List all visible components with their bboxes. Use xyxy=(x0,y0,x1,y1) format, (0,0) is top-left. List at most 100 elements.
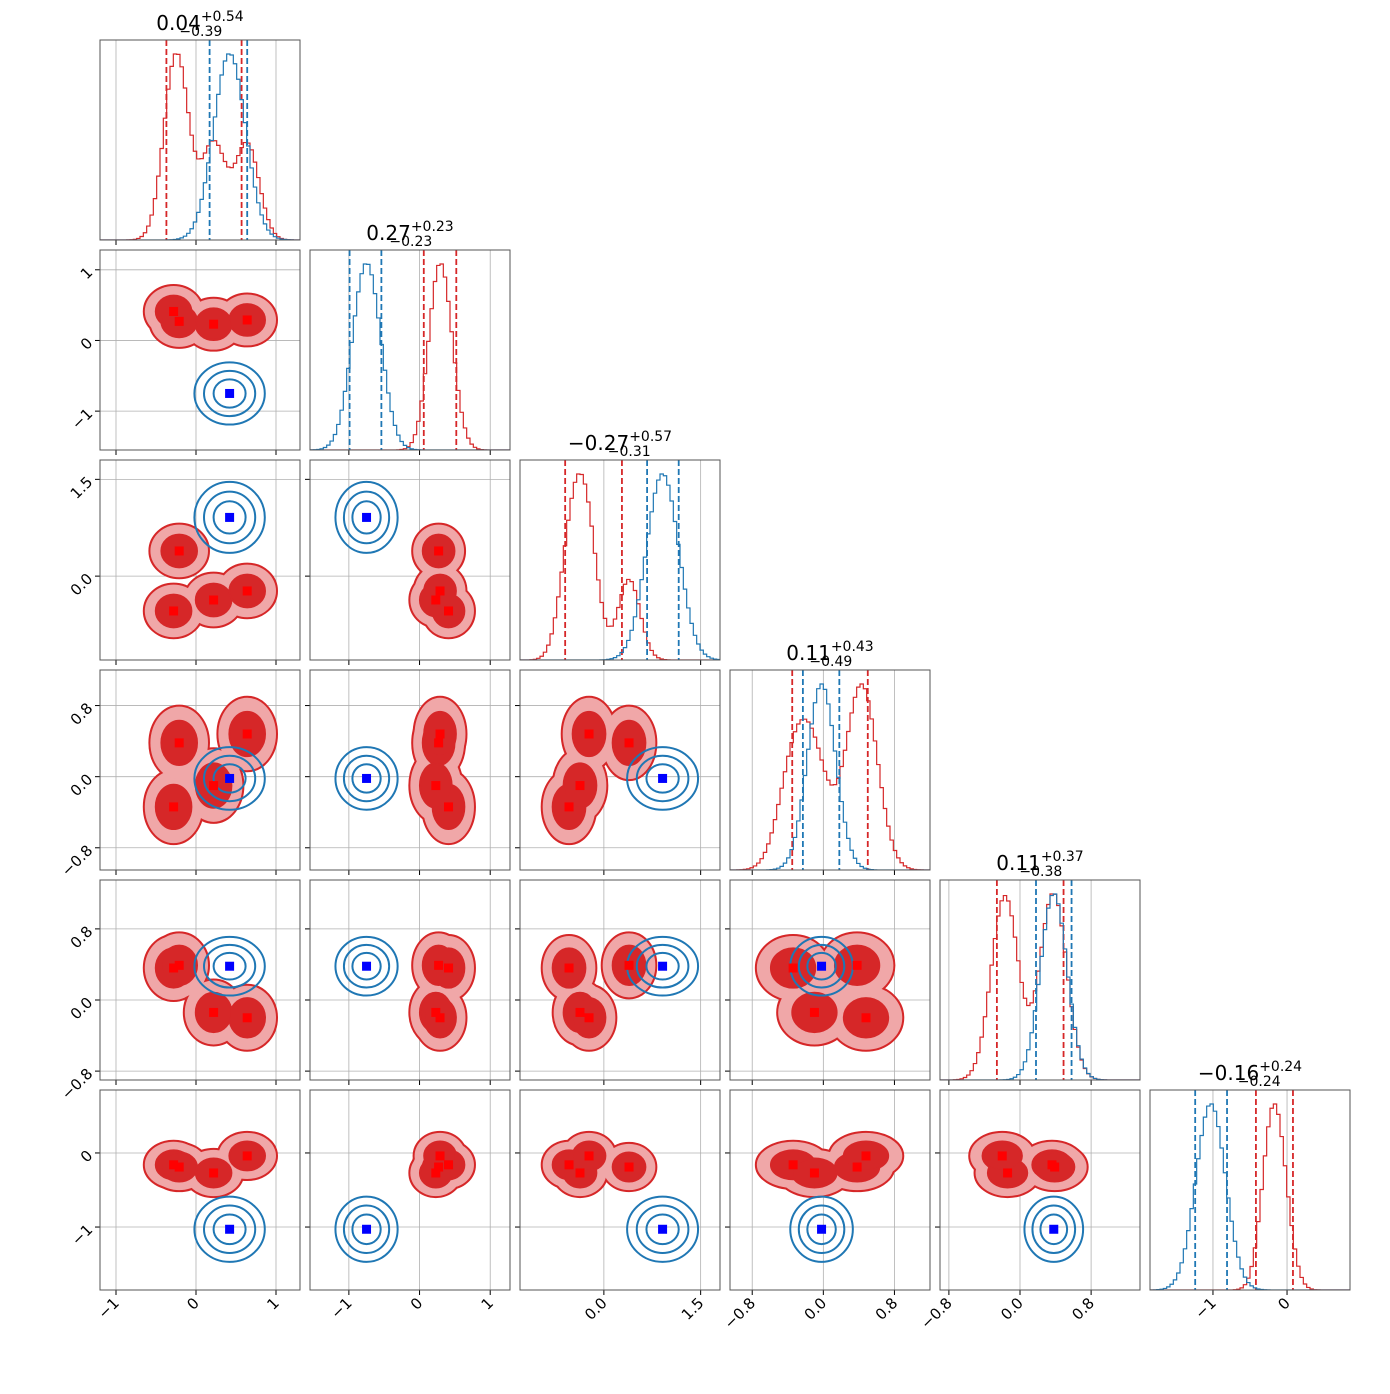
y-tick-label: 0.0 xyxy=(67,770,97,800)
panel-plot xyxy=(730,880,930,1080)
panel-frame xyxy=(729,669,931,871)
blue-contour xyxy=(635,1204,690,1254)
blue-marker xyxy=(225,388,235,398)
red-marker xyxy=(575,1168,585,1178)
blue-contour xyxy=(203,943,257,989)
blue-marker xyxy=(658,961,668,971)
y-tick-label: −0.8 xyxy=(58,841,96,879)
x-tick-label: 1.5 xyxy=(678,1294,708,1324)
blue-contour xyxy=(645,951,680,981)
blue-contour xyxy=(203,754,257,803)
x-tick-label: −0.8 xyxy=(917,1294,955,1332)
blue-contour xyxy=(635,754,690,803)
title-plus: +0.57 xyxy=(629,429,672,445)
panel-plot xyxy=(100,460,300,660)
red-marker xyxy=(434,738,444,748)
panel-frame xyxy=(729,1089,931,1291)
blue-contour xyxy=(193,361,266,426)
red-marker xyxy=(1050,1162,1060,1172)
red-marker xyxy=(242,1013,252,1023)
blue-marker xyxy=(225,1224,235,1234)
red-marker xyxy=(174,738,184,748)
red-marker xyxy=(809,1168,819,1178)
red-marker xyxy=(861,1151,871,1161)
red-marker xyxy=(435,1013,445,1023)
title-plus: +0.37 xyxy=(1041,849,1084,865)
red-marker xyxy=(624,1162,634,1172)
panel-frame xyxy=(1149,1089,1351,1291)
title-median: 0.04 xyxy=(156,11,201,35)
blue-contour xyxy=(351,500,382,535)
red-marker xyxy=(434,546,444,556)
blue-contour xyxy=(797,943,846,989)
red-marker xyxy=(169,802,179,812)
x-tick-label: 0.0 xyxy=(801,1294,831,1324)
x-tick-label: 0 xyxy=(407,1294,426,1313)
title-plus: +0.24 xyxy=(1259,1059,1302,1075)
blue-contour xyxy=(806,951,837,981)
blue-contour xyxy=(342,1204,391,1254)
panel-title: 0.11+0.37 −0.38 xyxy=(996,849,1083,880)
x-tick-label: 0.0 xyxy=(997,1294,1027,1324)
panel-plot xyxy=(100,40,300,240)
red-marker xyxy=(861,1013,871,1023)
blue-contour xyxy=(1031,1204,1077,1254)
blue-contour xyxy=(334,1195,399,1263)
blue-contour xyxy=(626,746,700,811)
panel-plot xyxy=(310,460,510,660)
x-tick-label: −1 xyxy=(1191,1294,1219,1322)
red-marker xyxy=(169,1160,179,1170)
blue-contour xyxy=(212,500,247,535)
blue-contour xyxy=(351,951,382,981)
panel-frame xyxy=(99,879,301,1081)
blue-marker xyxy=(362,512,372,522)
y-tick-label: 0.0 xyxy=(67,994,97,1024)
blue-histogram xyxy=(100,53,300,240)
blue-contour xyxy=(334,746,399,811)
title-median: −0.16 xyxy=(1198,1061,1259,1085)
blue-contour xyxy=(193,746,266,811)
red-histogram xyxy=(520,473,720,660)
blue-contour xyxy=(645,763,680,794)
title-minus: −0.31 xyxy=(608,444,651,460)
red-marker xyxy=(174,316,184,326)
blue-contour xyxy=(203,369,257,418)
panel-frame xyxy=(309,249,511,451)
blue-marker xyxy=(817,1224,827,1234)
red-marker xyxy=(174,960,184,970)
red-marker xyxy=(434,1162,444,1172)
title-median: 0.27 xyxy=(366,221,411,245)
x-tick-label: 0.0 xyxy=(581,1294,611,1324)
panel-frame xyxy=(519,459,721,661)
red-marker xyxy=(209,1168,219,1178)
red-marker xyxy=(174,546,184,556)
x-tick-label: −1 xyxy=(327,1294,355,1322)
blue-contour xyxy=(212,763,247,794)
panel-frame xyxy=(99,249,301,451)
red-marker xyxy=(584,729,594,739)
blue-contour xyxy=(1023,1195,1085,1263)
red-marker xyxy=(169,306,179,316)
red-marker xyxy=(997,1151,1007,1161)
blue-contour xyxy=(1039,1213,1069,1246)
title-plus: +0.54 xyxy=(201,9,244,25)
panel-plot xyxy=(310,880,510,1080)
panel-frame xyxy=(729,879,931,1081)
y-tick-label: 1.5 xyxy=(67,473,97,503)
title-median: −0.27 xyxy=(568,431,629,455)
red-marker xyxy=(788,1160,798,1170)
panel-title: −0.27+0.57 −0.31 xyxy=(568,429,672,460)
blue-contour xyxy=(626,1195,700,1263)
red-histogram xyxy=(1150,1103,1350,1290)
red-marker xyxy=(435,1151,445,1161)
red-marker xyxy=(435,729,445,739)
panel-frame xyxy=(99,1089,301,1291)
panel-plot xyxy=(100,1090,300,1290)
red-marker xyxy=(1003,1168,1013,1178)
y-tick-label: −1 xyxy=(68,1221,96,1249)
blue-marker xyxy=(658,773,668,783)
red-marker xyxy=(169,606,179,616)
panel-plot xyxy=(100,670,300,870)
blue-marker xyxy=(817,961,827,971)
